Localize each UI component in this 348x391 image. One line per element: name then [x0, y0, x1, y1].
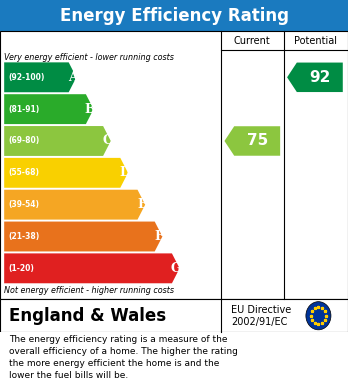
Text: G: G [171, 262, 181, 275]
Text: (39-54): (39-54) [8, 200, 39, 209]
Text: F: F [155, 230, 163, 243]
Text: D: D [119, 166, 130, 179]
Polygon shape [4, 253, 180, 283]
Text: Not energy efficient - higher running costs: Not energy efficient - higher running co… [4, 286, 174, 295]
Text: E: E [137, 198, 147, 211]
Text: Very energy efficient - lower running costs: Very energy efficient - lower running co… [4, 53, 174, 62]
Text: (1-20): (1-20) [8, 264, 34, 273]
Bar [0, 31, 348, 299]
Polygon shape [4, 62, 76, 92]
Polygon shape [4, 158, 128, 188]
Text: (21-38): (21-38) [8, 232, 40, 241]
Bar [0, 332, 348, 391]
Polygon shape [4, 94, 94, 124]
Bar [0, 299, 348, 332]
Text: (55-68): (55-68) [8, 168, 39, 178]
Polygon shape [224, 126, 280, 156]
Circle shape [306, 302, 331, 330]
Polygon shape [4, 222, 163, 251]
Text: (69-80): (69-80) [8, 136, 40, 145]
Text: 75: 75 [246, 133, 268, 149]
Polygon shape [287, 63, 343, 92]
Text: Energy Efficiency Rating: Energy Efficiency Rating [60, 7, 288, 25]
Text: EU Directive
2002/91/EC: EU Directive 2002/91/EC [231, 305, 292, 326]
Text: C: C [102, 135, 112, 147]
Text: The energy efficiency rating is a measure of the
overall efficiency of a home. T: The energy efficiency rating is a measur… [9, 335, 238, 380]
Text: Potential: Potential [294, 36, 337, 46]
Text: England & Wales: England & Wales [9, 307, 166, 325]
Text: B: B [85, 103, 95, 116]
Polygon shape [4, 190, 145, 220]
Polygon shape [4, 126, 111, 156]
Text: (81-91): (81-91) [8, 105, 40, 114]
Text: A: A [68, 71, 78, 84]
Text: Current: Current [234, 36, 271, 46]
Bar [0, 0, 348, 31]
Text: (92-100): (92-100) [8, 73, 45, 82]
Text: 92: 92 [309, 70, 331, 85]
